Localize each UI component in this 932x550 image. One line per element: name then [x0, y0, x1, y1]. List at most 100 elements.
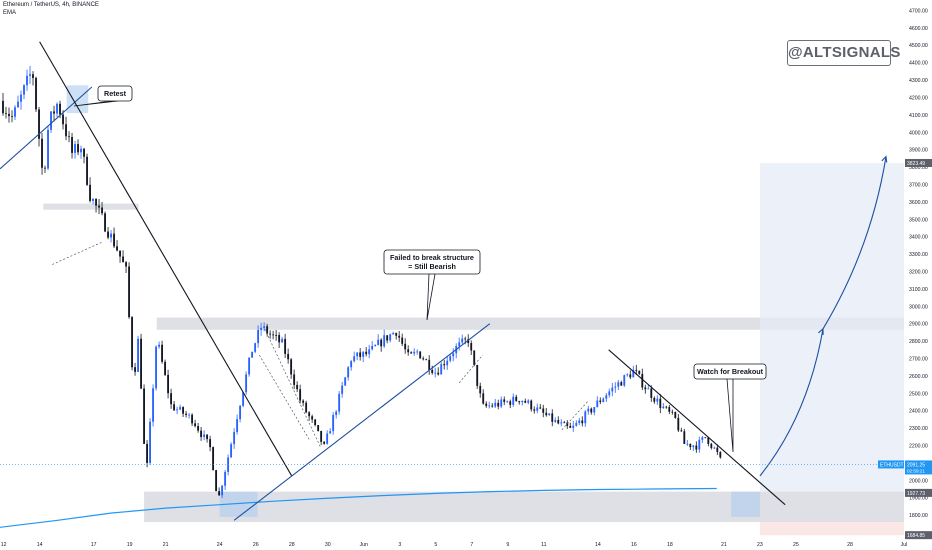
candle	[191, 413, 194, 427]
candle-body	[110, 233, 112, 238]
candle-body	[329, 431, 332, 434]
candle-body	[425, 359, 428, 361]
candle-body	[413, 351, 416, 354]
candle	[440, 361, 443, 375]
candle-body	[23, 85, 25, 95]
candle-body	[251, 351, 254, 358]
candle-body	[242, 392, 245, 406]
symbol-tag-text: ETHUSDT	[880, 462, 904, 468]
candle	[680, 427, 683, 432]
candle	[569, 422, 572, 429]
candle	[545, 408, 548, 417]
candle	[305, 400, 308, 414]
candle	[692, 444, 695, 451]
x-tick-label: 11	[541, 542, 546, 548]
candle	[281, 336, 284, 343]
candle-body	[212, 447, 215, 471]
candle-body	[362, 351, 365, 357]
y-tick-label: 4000.00	[909, 130, 928, 136]
candle	[350, 359, 353, 371]
candle	[209, 435, 212, 452]
candle-body	[113, 233, 115, 247]
candle-body	[80, 148, 82, 153]
x-tick-label: 5	[434, 542, 437, 548]
x-tick-label: 28	[847, 542, 853, 548]
candle-body	[248, 357, 251, 375]
candle	[212, 446, 215, 471]
candle	[296, 381, 299, 392]
candle-body	[56, 103, 58, 114]
candle-body	[704, 437, 707, 439]
candle	[131, 315, 133, 371]
candle-body	[176, 409, 179, 411]
stop-price-tag: 1684.85	[905, 531, 932, 540]
candle-body	[659, 398, 662, 409]
candle-body	[653, 397, 656, 402]
candle-body	[533, 409, 536, 411]
candle	[8, 107, 10, 123]
y-tick-label: 2700.00	[909, 356, 928, 362]
candle-body	[401, 337, 404, 344]
candle	[422, 356, 425, 361]
candle	[257, 325, 260, 348]
candle-body	[374, 345, 377, 346]
candle	[71, 132, 73, 159]
candle	[344, 376, 347, 386]
candle-body	[47, 129, 49, 169]
candle	[17, 95, 19, 108]
candle-body	[371, 345, 374, 350]
y-tick-label: 4600.00	[909, 26, 928, 32]
candle	[236, 414, 239, 435]
candle-body	[281, 338, 284, 343]
candle-body	[482, 393, 485, 404]
candle	[434, 367, 437, 378]
candle-body	[134, 367, 136, 372]
candle	[353, 351, 356, 363]
price-tag-bg	[905, 531, 932, 540]
candle	[395, 332, 398, 340]
candle	[137, 335, 139, 373]
candle	[533, 406, 536, 414]
candle	[446, 355, 449, 370]
candle	[629, 370, 632, 380]
candle	[473, 350, 476, 367]
zones-layer	[43, 85, 905, 536]
downtrend-major-line	[39, 41, 293, 477]
candle	[683, 428, 686, 445]
candle	[410, 351, 413, 354]
candle-body	[590, 408, 593, 413]
candle-body	[440, 364, 443, 375]
candle	[407, 345, 410, 356]
candle	[251, 351, 254, 358]
candle	[449, 353, 452, 363]
candle-body	[599, 400, 602, 402]
arrow-head	[881, 155, 888, 163]
callout-text: Retest	[104, 89, 127, 98]
resistance-zone	[43, 203, 139, 210]
candle	[536, 403, 539, 414]
candle	[287, 348, 290, 364]
candle	[2, 92, 4, 116]
candle	[626, 373, 629, 377]
candle-body	[605, 395, 608, 399]
candle-body	[638, 370, 641, 374]
candle	[326, 430, 329, 445]
candle-body	[611, 387, 614, 392]
candle-body	[296, 384, 299, 390]
candle-body	[617, 382, 620, 387]
candle-body	[26, 75, 28, 86]
candle	[524, 398, 527, 404]
y-tick-label: 1900.00	[909, 496, 928, 502]
candle-body	[53, 111, 55, 114]
candle	[302, 399, 305, 407]
symbol-title: Ethereum / TetherUS, 4h, BINANCE	[3, 2, 99, 8]
y-tick-label: 3000.00	[909, 304, 928, 310]
candle	[41, 133, 43, 175]
candle-body	[353, 356, 356, 362]
ema-price-tag: 1927.73	[905, 488, 932, 497]
target-price-tag: 3823.49	[905, 158, 932, 167]
candle-body	[185, 413, 188, 415]
candle-body	[491, 405, 494, 407]
